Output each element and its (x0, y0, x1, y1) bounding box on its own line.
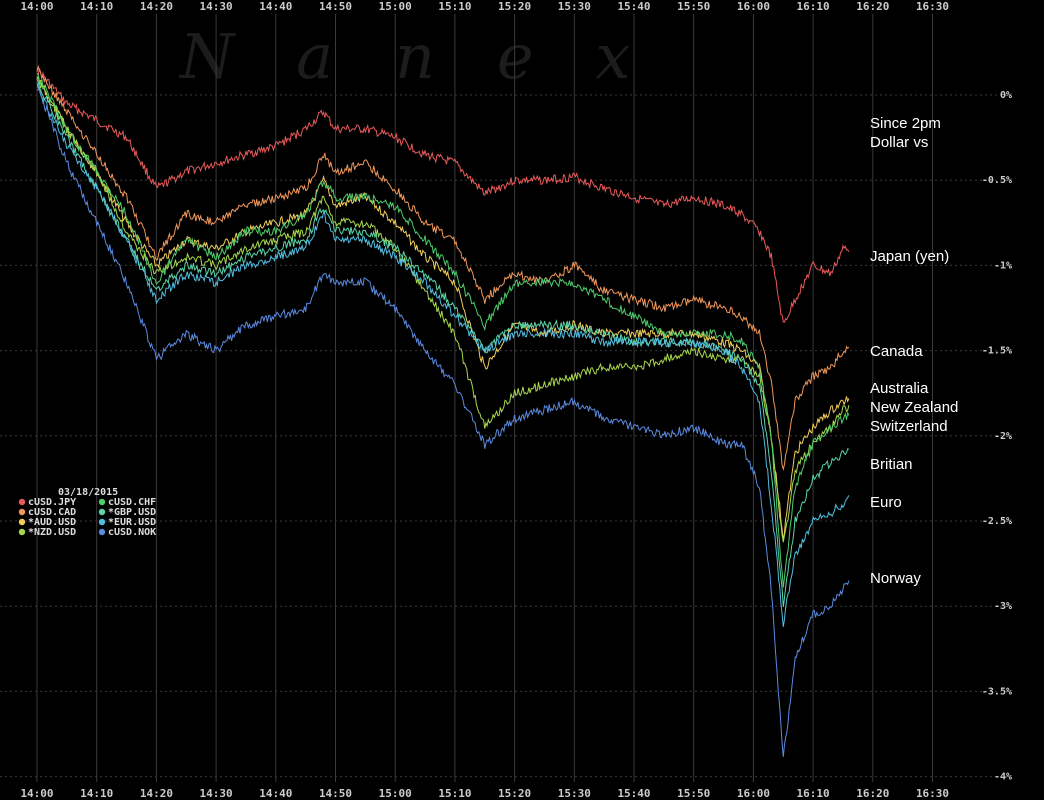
legend-swatch (18, 498, 26, 506)
x-tick-label-top: 14:50 (319, 0, 352, 13)
series-line-cusdchf (36, 72, 850, 588)
x-tick-label-bottom: 14:30 (200, 787, 233, 800)
annotation-label: Since 2pm (870, 115, 941, 132)
grid (0, 14, 1010, 782)
legend-entry: cUSD.NOK (108, 527, 156, 538)
legend-swatch (98, 508, 106, 516)
legend-entry: cUSD.CHF (108, 497, 156, 508)
x-tick-label-top: 14:20 (140, 0, 173, 13)
y-tick-label: -2.5% (982, 516, 1012, 527)
y-tick-label: -1.5% (982, 346, 1012, 357)
x-tick-label-bottom: 16:00 (737, 787, 770, 800)
series-line-cusdcad (36, 64, 850, 472)
plot-area (36, 64, 850, 757)
x-tick-label-top: 15:30 (558, 0, 591, 13)
legend-entry: *AUD.USD (28, 517, 76, 528)
y-tick-label: -4% (994, 772, 1012, 783)
legend-date: 03/18/2015 (58, 487, 118, 498)
annotation-label: Britian (870, 456, 913, 473)
series-line-eurusd (36, 82, 850, 627)
x-tick-label-top: 14:10 (80, 0, 113, 13)
watermark: N a n e x (178, 20, 630, 93)
series-line-cusdjpy (36, 68, 850, 323)
x-tick-label-bottom: 15:10 (438, 787, 471, 800)
legend-swatch (98, 518, 106, 526)
y-tick-label: -1% (994, 260, 1012, 271)
x-axis: 14:00 14:00 14:10 14:10 14:20 14:20 14:30 14:30… (20, 0, 949, 800)
y-tick-label: -0.5% (982, 175, 1012, 186)
legend-entry: cUSD.JPY (28, 497, 76, 508)
annotations: Since 2pm Dollar vs Japan (yen) Canada Austr… (870, 115, 958, 587)
x-tick-label-top: 15:10 (438, 0, 471, 13)
legend-entry: *NZD.USD (28, 527, 76, 538)
x-tick-label-top: 15:00 (379, 0, 412, 13)
y-tick-label: -3.5% (982, 686, 1012, 697)
annotation-label: Euro (870, 494, 902, 511)
x-tick-label-top: 16:20 (856, 0, 889, 13)
y-axis: 0% -0.5% -1% -1.5% -2% -2.5% -3% -3.5% -4% (982, 90, 1012, 783)
x-tick-label-top: 15:50 (677, 0, 710, 13)
legend-swatch (18, 528, 26, 536)
x-tick-label-bottom: 16:30 (916, 787, 949, 800)
x-tick-label-top: 16:00 (737, 0, 770, 13)
x-tick-label-top: 15:20 (498, 0, 531, 13)
legend-swatch (18, 508, 26, 516)
x-tick-label-bottom: 14:50 (319, 787, 352, 800)
legend-swatch (18, 518, 26, 526)
annotation-label: New Zealand (870, 399, 958, 416)
annotation-label: Dollar vs (870, 134, 928, 151)
legend-entry: *GBP.USD (108, 507, 156, 518)
legend-swatch (98, 528, 106, 536)
x-tick-label-top: 15:40 (617, 0, 650, 13)
x-tick-label-bottom: 16:20 (856, 787, 889, 800)
x-tick-label-top: 14:00 (20, 0, 53, 13)
x-tick-label-top: 16:30 (916, 0, 949, 13)
series-line-cusdnok (36, 89, 850, 757)
annotation-label: Japan (yen) (870, 248, 949, 265)
legend: 03/18/2015 cUSD.JPY cUSD.CHF cUSD.CAD *GBP.… (18, 487, 156, 538)
x-tick-label-bottom: 15:00 (379, 787, 412, 800)
x-tick-label-bottom: 15:30 (558, 787, 591, 800)
x-tick-label-bottom: 15:40 (617, 787, 650, 800)
series-line-nzdusd (36, 76, 850, 543)
annotation-label: Canada (870, 343, 923, 360)
legend-swatch (98, 498, 106, 506)
series-line-audusd (36, 74, 850, 541)
x-tick-label-top: 16:10 (797, 0, 830, 13)
x-tick-label-bottom: 14:10 (80, 787, 113, 800)
annotation-label: Switzerland (870, 418, 948, 435)
annotation-label: Norway (870, 570, 921, 587)
x-tick-label-bottom: 15:50 (677, 787, 710, 800)
annotation-label: Australia (870, 380, 929, 397)
x-tick-label-bottom: 14:20 (140, 787, 173, 800)
legend-entry: *EUR.USD (108, 517, 156, 528)
y-tick-label: -3% (994, 601, 1012, 612)
y-tick-label: -2% (994, 431, 1012, 442)
x-tick-label-bottom: 14:00 (20, 787, 53, 800)
x-tick-label-bottom: 16:10 (797, 787, 830, 800)
x-tick-label-top: 14:40 (259, 0, 292, 13)
x-tick-label-bottom: 15:20 (498, 787, 531, 800)
legend-entry: cUSD.CAD (28, 507, 76, 518)
y-tick-label: 0% (1000, 90, 1012, 101)
x-tick-label-top: 14:30 (200, 0, 233, 13)
x-tick-label-bottom: 14:40 (259, 787, 292, 800)
